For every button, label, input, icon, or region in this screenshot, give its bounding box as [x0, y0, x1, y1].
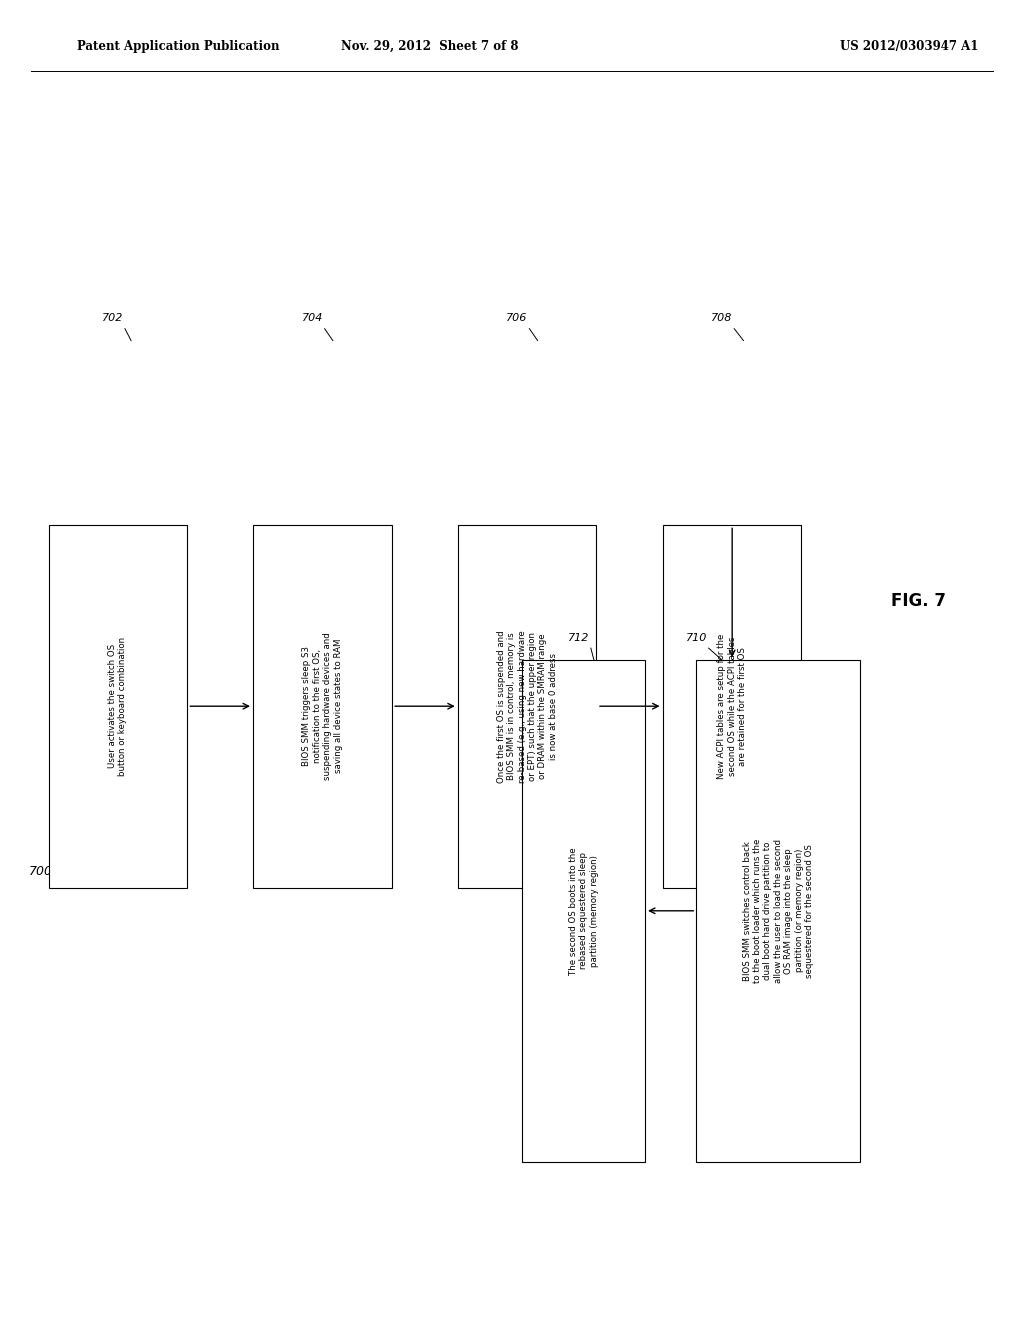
Text: 706: 706: [507, 313, 527, 323]
Text: The second OS boots into the
rebased sequestered sleep
partition (memory region): The second OS boots into the rebased seq…: [568, 847, 599, 974]
Text: Nov. 29, 2012  Sheet 7 of 8: Nov. 29, 2012 Sheet 7 of 8: [341, 40, 519, 53]
Text: BIOS SMM triggers sleep S3
notification to the first OS,
suspending hardware dev: BIOS SMM triggers sleep S3 notification …: [302, 632, 343, 780]
Text: 702: 702: [102, 313, 123, 323]
Bar: [664, 524, 801, 887]
Text: User activates the switch OS
button or keyboard combination: User activates the switch OS button or k…: [109, 636, 127, 776]
Text: US 2012/0303947 A1: US 2012/0303947 A1: [840, 40, 978, 53]
Text: Patent Application Publication: Patent Application Publication: [77, 40, 280, 53]
Text: New ACPI tables are setup for the
second OS while the ACPI tables
are retained f: New ACPI tables are setup for the second…: [717, 634, 748, 779]
Text: 708: 708: [712, 313, 732, 323]
Text: Once the first OS is suspended and
BIOS SMM is in control, memory is
re-based (e: Once the first OS is suspended and BIOS …: [497, 630, 558, 783]
Bar: [696, 660, 860, 1162]
Bar: [459, 524, 596, 887]
Text: 712: 712: [568, 632, 589, 643]
Text: 710: 710: [686, 632, 707, 643]
Bar: [522, 660, 645, 1162]
Bar: [49, 524, 186, 887]
Text: 704: 704: [302, 313, 323, 323]
Text: FIG. 7: FIG. 7: [891, 591, 946, 610]
Text: BIOS SMM switches control back
to the boot loader which runs the
dual boot hard : BIOS SMM switches control back to the bo…: [742, 838, 814, 983]
Bar: [254, 524, 391, 887]
Text: 700: 700: [29, 865, 52, 878]
